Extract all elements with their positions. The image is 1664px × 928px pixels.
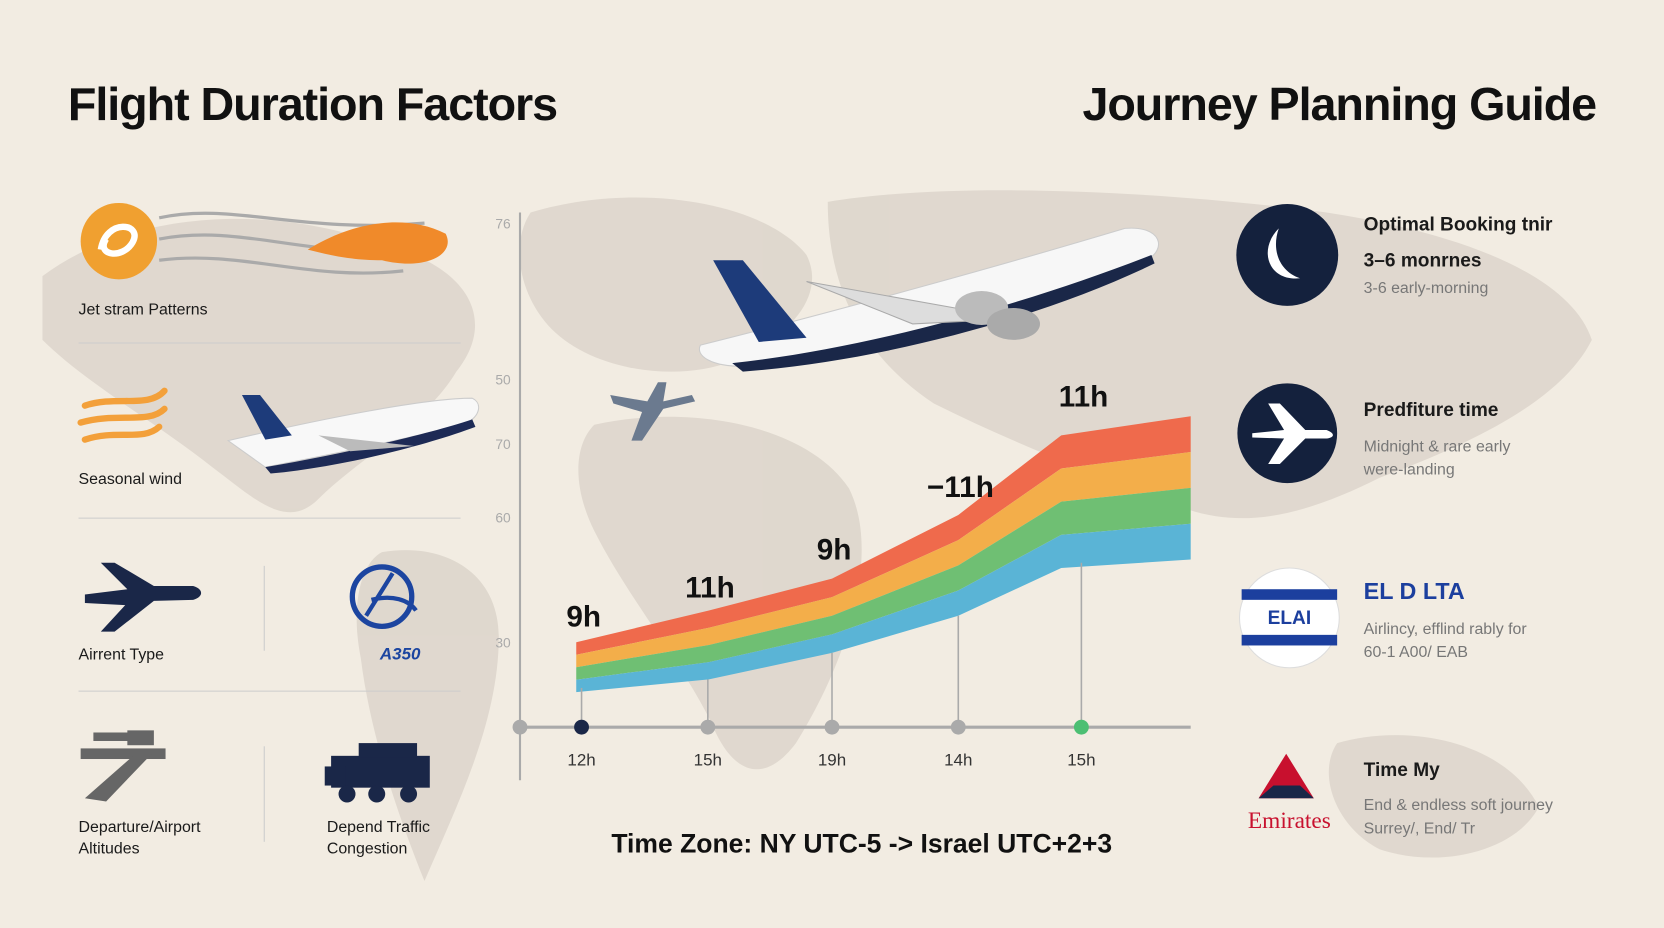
y-tick-label: 76	[495, 216, 511, 231]
y-tick-label: 50	[495, 372, 511, 387]
jet-stream-icon	[80, 202, 448, 280]
guide-title: Predfiture time	[1364, 400, 1499, 421]
airline-logo	[349, 564, 418, 630]
guide-text: 60-1 A00/ EAB	[1364, 644, 1468, 661]
plane-illustration	[226, 395, 480, 474]
ribbon-band	[576, 487, 1191, 680]
duration-label: 9h	[817, 534, 852, 567]
axis-dot	[950, 719, 966, 735]
moon-icon	[1236, 204, 1339, 306]
guide-title: Optimal Booking tnir	[1364, 215, 1553, 236]
truck-icon	[324, 743, 430, 803]
axis-dot	[824, 719, 840, 735]
guide-text: 3-6 early-morning	[1364, 280, 1489, 297]
factor-label: Seasonal wind	[79, 471, 182, 488]
x-tick-label: 15h	[1067, 750, 1095, 769]
axis-dot	[1073, 719, 1089, 735]
ribbon-band	[576, 452, 1191, 668]
x-tick-label: 15h	[694, 750, 722, 769]
axis-dot	[512, 719, 528, 735]
time-zone-note: Time Zone: NY UTC-5 -> Israel UTC+2+3	[611, 828, 1112, 858]
guide-text: Midnight & rare early	[1364, 438, 1511, 455]
duration-label: −11h	[927, 471, 994, 504]
ribbon-band	[576, 416, 1191, 655]
logo-text: Emirates	[1248, 808, 1331, 834]
factor-label: Congestion	[327, 840, 407, 857]
y-tick-label: 60	[495, 510, 511, 525]
elal-logo: ELAI	[1238, 567, 1340, 669]
chart-labels: 76 50 70 60 30 12h 9h 15h 11h 19h 9h 14h −11h 15h 11h	[495, 216, 1108, 769]
emirates-logo: Emirates	[1248, 753, 1331, 834]
guide-title: EL D LTA	[1364, 578, 1465, 604]
duration-label: 11h	[685, 572, 735, 605]
wind-icon	[77, 387, 168, 443]
guide-text: Surrey/, End/ Tr	[1364, 820, 1476, 837]
guide-subtitle: 3–6 monrnes	[1364, 251, 1482, 272]
axis-dot	[700, 719, 716, 735]
x-tick-label: 19h	[818, 750, 846, 769]
factor-label: Departure/Airport	[79, 819, 202, 836]
left-title: Flight Duration Factors	[68, 78, 557, 130]
y-tick-label: 30	[495, 636, 511, 651]
large-plane	[698, 227, 1160, 372]
x-tick-label: 12h	[567, 750, 595, 769]
factor-label: Altitudes	[79, 840, 140, 857]
right-title: Journey Planning Guide	[1082, 78, 1596, 130]
ribbon-band	[576, 523, 1191, 693]
guide-text: End & endless soft journey	[1364, 797, 1553, 814]
x-tick-label: 14h	[944, 750, 972, 769]
guide-text: Airlincy, efflind rably for	[1364, 621, 1528, 638]
duration-label: 11h	[1059, 381, 1109, 414]
factor-label: Airrent Type	[79, 646, 165, 663]
guide-title: Time My	[1364, 760, 1440, 781]
plane-icon	[1237, 383, 1338, 484]
duration-label: 9h	[566, 600, 601, 633]
factor-label: Depend Traffic	[327, 819, 430, 836]
airport-icon	[80, 730, 166, 802]
axis-dot	[574, 719, 589, 735]
logo-text: ELAI	[1268, 608, 1312, 629]
guide-text: were-landing	[1363, 462, 1455, 479]
y-tick-label: 70	[495, 437, 511, 452]
small-plane	[610, 382, 696, 441]
duration-ribbon	[576, 416, 1191, 693]
factor-label: A350	[379, 644, 421, 663]
aircraft-icon	[84, 562, 202, 632]
factor-label: Jet stram Patterns	[79, 301, 208, 318]
